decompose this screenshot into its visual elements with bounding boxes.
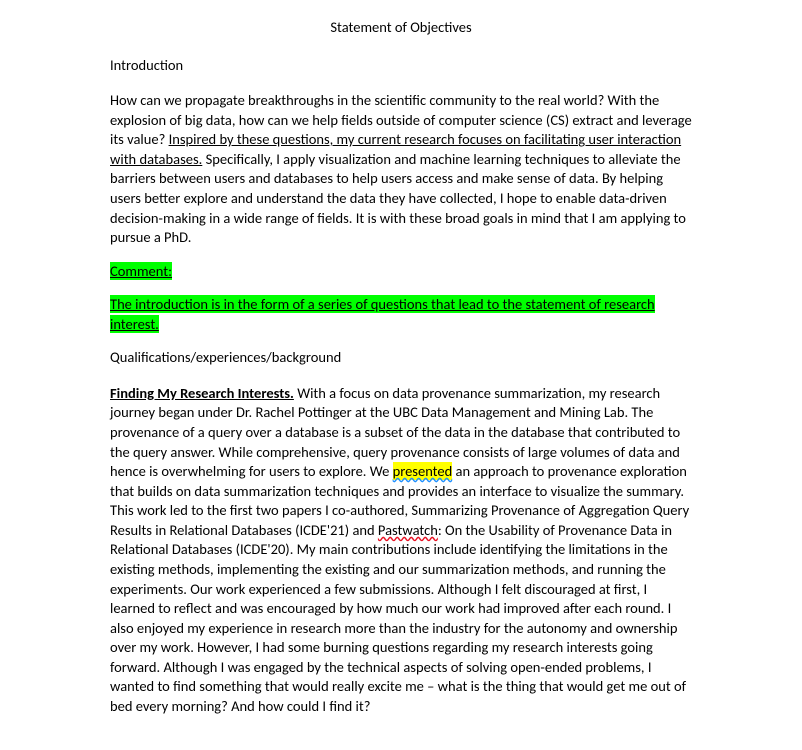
presented-highlight: presented bbox=[393, 462, 453, 480]
intro-label: Introduction bbox=[110, 56, 692, 76]
pastwatch-word: Pastwatch bbox=[378, 521, 438, 539]
comment-label-line: Comment: bbox=[110, 262, 692, 282]
body-text-c: : On the Usability of Provenance Data in… bbox=[110, 521, 686, 715]
comment-label: Comment: bbox=[110, 262, 172, 280]
intro-paragraph: How can we propagate breakthroughs in th… bbox=[110, 91, 692, 248]
body-paragraph-1: Finding My Research Interests. With a fo… bbox=[110, 384, 692, 717]
finding-heading: Finding My Research Interests. bbox=[110, 384, 294, 402]
comment-body-line: The introduction is in the form of a ser… bbox=[110, 295, 692, 334]
qualifications-label: Qualifications/experiences/background bbox=[110, 348, 692, 368]
comment-body: The introduction is in the form of a ser… bbox=[110, 295, 655, 333]
document-page: Statement of Objectives Introduction How… bbox=[0, 0, 802, 750]
page-title: Statement of Objectives bbox=[110, 18, 692, 38]
